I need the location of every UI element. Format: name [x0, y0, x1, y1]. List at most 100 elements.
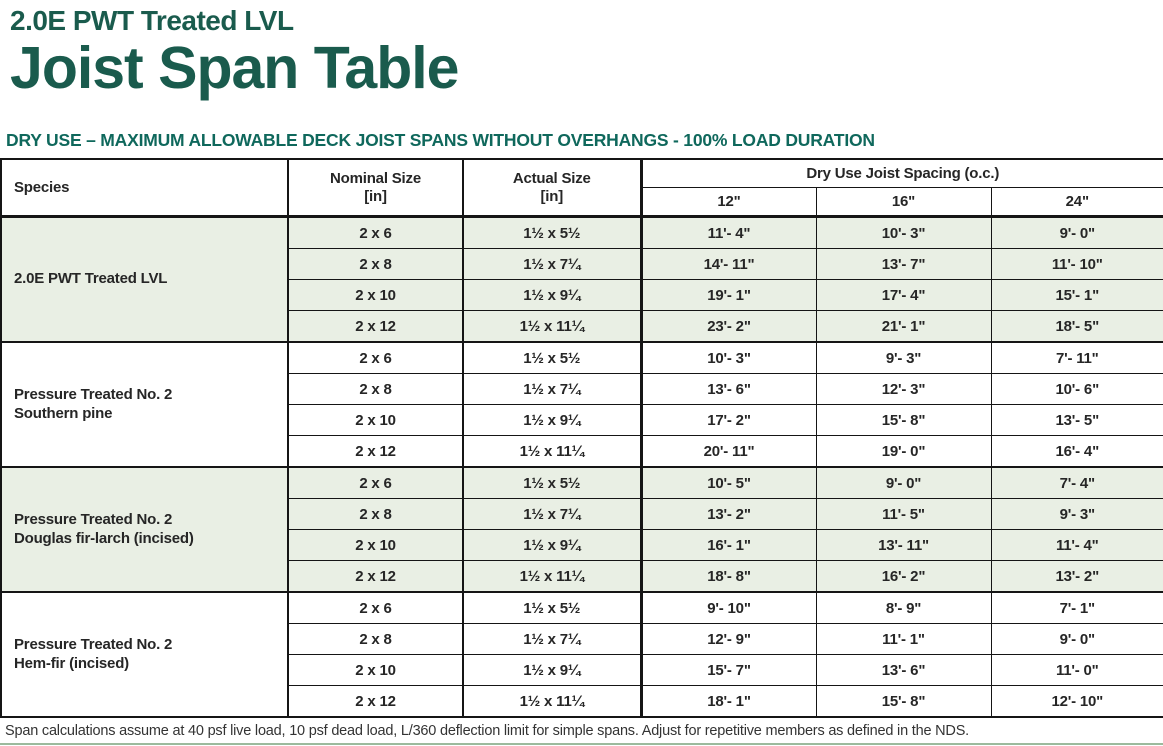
actual-size-cell: 1½ x 11¼	[462, 685, 642, 718]
actual-size-cell: 1½ x 7¼	[462, 248, 642, 281]
nominal-size-cell: 2 x 12	[287, 685, 464, 718]
nominal-size-cell: 2 x 8	[287, 248, 464, 281]
span-16-cell: 13'- 7"	[815, 248, 992, 281]
actual-size-cell: 1½ x 5½	[462, 591, 642, 625]
table-row: 2 x 10 1½ x 9¼ 19'- 1" 17'- 4" 15'- 1"	[1, 279, 1163, 312]
header-nominal-size: Nominal Size [in]	[287, 158, 464, 218]
span-24-cell: 9'- 3"	[990, 498, 1163, 531]
nominal-size-cell: 2 x 6	[287, 341, 464, 375]
span-16-cell: 15'- 8"	[815, 685, 992, 718]
table-header: Species Nominal Size [in] Actual Size [i…	[0, 158, 1163, 218]
span-12-cell: 20'- 11"	[639, 435, 817, 468]
span-24-cell: 13'- 2"	[990, 560, 1163, 593]
span-12-cell: 12'- 9"	[639, 623, 817, 656]
span-16-cell: 9'- 3"	[815, 341, 992, 375]
span-16-cell: 13'- 11"	[815, 529, 992, 562]
span-24-cell: 13'- 5"	[990, 404, 1163, 437]
species-group-hem-fir: Pressure Treated No. 2 Hem-fir (incised)…	[0, 591, 1163, 718]
nominal-size-cell: 2 x 10	[287, 654, 464, 687]
actual-size-cell: 1½ x 5½	[462, 341, 642, 375]
span-24-cell: 7'- 11"	[990, 341, 1163, 375]
nominal-size-cell: 2 x 10	[287, 529, 464, 562]
table-row: Pressure Treated No. 2 Hem-fir (incised)…	[0, 591, 1163, 718]
species-group-pwt-lvl: 2.0E PWT Treated LVL 2 x 6 1½ x 5½ 11'- …	[0, 216, 1163, 343]
actual-size-cell: 1½ x 7¼	[462, 373, 642, 406]
nominal-size-cell: 2 x 8	[287, 498, 464, 531]
span-16-cell: 16'- 2"	[815, 560, 992, 593]
span-24-cell: 16'- 4"	[990, 435, 1163, 468]
actual-size-cell: 1½ x 11¼	[462, 310, 642, 343]
table-row: 2 x 8 1½ x 7¼ 14'- 11" 13'- 7" 11'- 10"	[1, 248, 1163, 281]
span-24-cell: 18'- 5"	[990, 310, 1163, 343]
span-12-cell: 17'- 2"	[639, 404, 817, 437]
species-group-douglas-fir: Pressure Treated No. 2 Douglas fir-larch…	[0, 466, 1163, 593]
span-12-cell: 9'- 10"	[639, 591, 817, 625]
span-12-cell: 16'- 1"	[639, 529, 817, 562]
species-group-southern-pine: Pressure Treated No. 2 Southern pine 2 x…	[0, 341, 1163, 468]
span-12-cell: 10'- 5"	[639, 466, 817, 500]
span-16-cell: 15'- 8"	[815, 404, 992, 437]
span-16-cell: 11'- 5"	[815, 498, 992, 531]
nominal-size-cell: 2 x 12	[287, 560, 464, 593]
span-16-cell: 11'- 1"	[815, 623, 992, 656]
nominal-size-cell: 2 x 12	[287, 310, 464, 343]
species-name: Pressure Treated No. 2 Hem-fir (incised)	[0, 591, 289, 718]
span-16-cell: 12'- 3"	[815, 373, 992, 406]
span-24-cell: 9'- 0"	[990, 623, 1163, 656]
span-24-cell: 7'- 1"	[990, 591, 1163, 625]
nominal-size-cell: 2 x 6	[287, 591, 464, 625]
bottom-divider	[0, 743, 1163, 746]
actual-size-cell: 1½ x 9¼	[462, 404, 642, 437]
table-row: 2 x 8 1½ x 7¼ 12'- 9" 11'- 1" 9'- 0"	[1, 623, 1163, 656]
table-caption: DRY USE – MAXIMUM ALLOWABLE DECK JOIST S…	[6, 129, 875, 150]
span-24-cell: 12'- 10"	[990, 685, 1163, 718]
actual-size-cell: 1½ x 7¼	[462, 498, 642, 531]
table-row: 2 x 12 1½ x 11¼ 23'- 2" 21'- 1" 18'- 5"	[1, 310, 1163, 343]
species-name: Pressure Treated No. 2 Southern pine	[0, 341, 289, 468]
nominal-size-cell: 2 x 12	[287, 435, 464, 468]
header-actual-size: Actual Size [in]	[462, 158, 642, 218]
span-24-cell: 7'- 4"	[990, 466, 1163, 500]
span-16-cell: 10'- 3"	[815, 216, 992, 250]
span-12-cell: 23'- 2"	[639, 310, 817, 343]
span-12-cell: 13'- 2"	[639, 498, 817, 531]
table-row: 2 x 10 1½ x 9¼ 16'- 1" 13'- 11" 11'- 4"	[1, 529, 1163, 562]
joist-span-table: Species Nominal Size [in] Actual Size [i…	[0, 157, 1163, 719]
actual-size-cell: 1½ x 7¼	[462, 623, 642, 656]
nominal-size-cell: 2 x 6	[287, 466, 464, 500]
span-12-cell: 14'- 11"	[639, 248, 817, 281]
span-12-cell: 18'- 8"	[639, 560, 817, 593]
span-24-cell: 11'- 0"	[990, 654, 1163, 687]
span-12-cell: 11'- 4"	[639, 216, 817, 250]
actual-size-cell: 1½ x 9¼	[462, 279, 642, 312]
header-species: Species	[0, 158, 289, 218]
species-name: 2.0E PWT Treated LVL	[0, 216, 289, 343]
nominal-size-cell: 2 x 10	[287, 404, 464, 437]
span-24-cell: 9'- 0"	[990, 216, 1163, 250]
span-12-cell: 19'- 1"	[639, 279, 817, 312]
document-supertitle: 2.0E PWT Treated LVL	[10, 5, 294, 36]
nominal-size-cell: 2 x 8	[287, 623, 464, 656]
table-row: 2 x 12 1½ x 11¼ 18'- 1" 15'- 8" 12'- 10"	[1, 685, 1163, 718]
span-12-cell: 10'- 3"	[639, 341, 817, 375]
span-16-cell: 17'- 4"	[815, 279, 992, 312]
actual-size-cell: 1½ x 11¼	[462, 560, 642, 593]
table-row: 2.0E PWT Treated LVL 2 x 6 1½ x 5½ 11'- …	[0, 216, 1163, 343]
actual-size-cell: 1½ x 5½	[462, 216, 642, 250]
actual-size-cell: 1½ x 9¼	[462, 529, 642, 562]
span-24-cell: 15'- 1"	[990, 279, 1163, 312]
table-row: Pressure Treated No. 2 Southern pine 2 x…	[0, 341, 1163, 468]
header-spacing-24: 24"	[990, 187, 1163, 218]
actual-size-cell: 1½ x 11¼	[462, 435, 642, 468]
nominal-size-cell: 2 x 10	[287, 279, 464, 312]
table-row: 2 x 12 1½ x 11¼ 20'- 11" 19'- 0" 16'- 4"	[1, 435, 1163, 468]
header-spacing-group: Dry Use Joist Spacing (o.c.)	[639, 158, 1163, 189]
table-row: 2 x 10 1½ x 9¼ 15'- 7" 13'- 6" 11'- 0"	[1, 654, 1163, 687]
header-spacing-12: 12"	[639, 187, 817, 218]
span-16-cell: 19'- 0"	[815, 435, 992, 468]
span-16-cell: 13'- 6"	[815, 654, 992, 687]
table-row: 2 x 10 1½ x 9¼ 17'- 2" 15'- 8" 13'- 5"	[1, 404, 1163, 437]
span-16-cell: 8'- 9"	[815, 591, 992, 625]
span-24-cell: 11'- 4"	[990, 529, 1163, 562]
span-24-cell: 11'- 10"	[990, 248, 1163, 281]
